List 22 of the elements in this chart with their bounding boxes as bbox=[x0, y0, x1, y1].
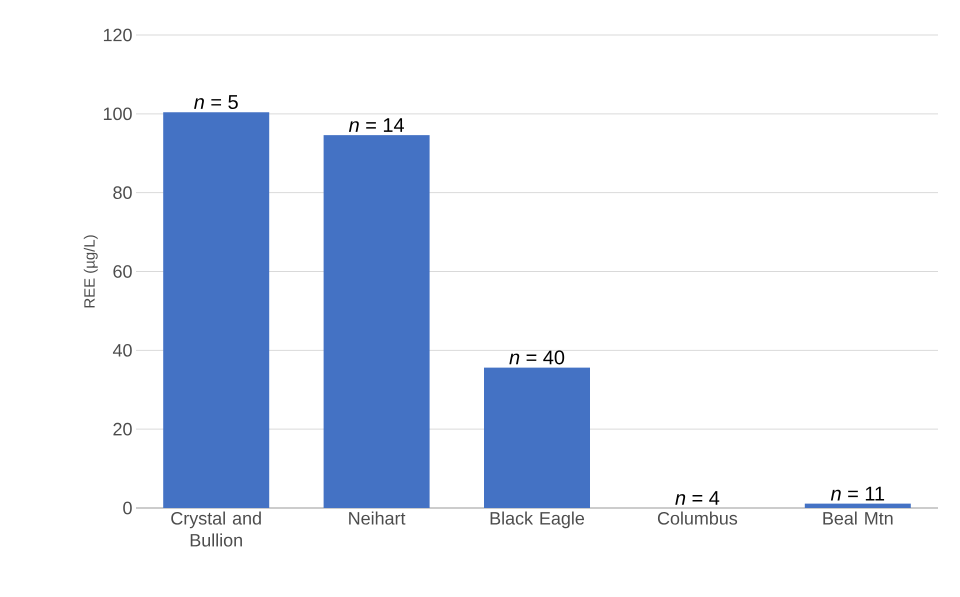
annotation: n = 5 bbox=[194, 95, 238, 110]
y-tick-label: 40 bbox=[112, 344, 132, 357]
y-tick-label: 60 bbox=[113, 265, 132, 278]
x-tick-label: Beal Mtn bbox=[823, 512, 893, 525]
y-tick-label: 120 bbox=[104, 28, 132, 42]
y-tick-label: 80 bbox=[113, 186, 132, 200]
annotation: n = 11 bbox=[830, 486, 884, 500]
bar bbox=[324, 135, 430, 508]
annotation: n = 14 bbox=[348, 118, 404, 132]
x-tick-label: Columbus bbox=[658, 512, 738, 525]
bar bbox=[484, 368, 590, 508]
annotation: n = 40 bbox=[509, 350, 564, 364]
annotation: n = 4 bbox=[675, 491, 720, 505]
x-tick-label: Neihart bbox=[349, 512, 406, 525]
y-tick-label: 20 bbox=[113, 422, 132, 436]
x-tick-label: Crystal and Bullion bbox=[171, 512, 261, 547]
bar bbox=[804, 504, 911, 508]
y-tick-label: 100 bbox=[104, 107, 132, 120]
x-tick-label: Black Eagle bbox=[490, 512, 584, 528]
bar bbox=[163, 112, 270, 508]
y-tick-label: 0 bbox=[123, 502, 132, 514]
y-axis-title: REE (µg/L) bbox=[84, 235, 98, 308]
